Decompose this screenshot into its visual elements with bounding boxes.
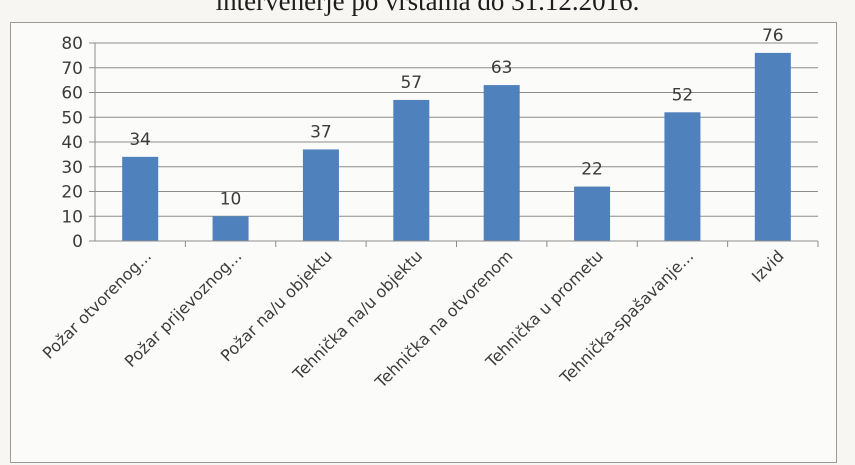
y-tick-label: 80 (61, 34, 83, 54)
y-tick-label: 30 (61, 158, 83, 178)
y-tick-label: 20 (61, 183, 83, 203)
bar (122, 156, 159, 241)
y-tick-label: 50 (61, 108, 83, 128)
bar (574, 186, 611, 241)
axes (89, 42, 819, 247)
data-label: 22 (581, 160, 603, 180)
bar (754, 52, 791, 242)
y-tick-label: 70 (61, 59, 83, 79)
bar (302, 149, 339, 241)
y-tick-label: 10 (61, 207, 83, 227)
data-labels: 34 10 37 57 63 22 52 76 (129, 26, 783, 209)
bar (212, 216, 249, 241)
y-axis-ticks: 0 10 20 30 40 50 60 70 80 (61, 34, 83, 252)
data-label: 76 (762, 26, 784, 46)
category-label: Izvid (748, 246, 788, 286)
data-label: 57 (400, 73, 422, 93)
data-label: 52 (672, 85, 694, 105)
data-label: 10 (220, 189, 242, 209)
category-labels: Požar otvorenog...Požar prijevoznog...Po… (39, 246, 788, 392)
y-tick-label: 60 (61, 84, 83, 104)
data-label: 63 (491, 58, 513, 78)
chart-frame (10, 22, 837, 463)
bar (393, 99, 430, 241)
data-label: 37 (310, 122, 332, 142)
gridlines (95, 42, 818, 217)
document-title: intervenerje po vrstama do 31.12.2016. (215, 0, 640, 16)
data-label: 34 (129, 130, 151, 150)
bar (664, 112, 701, 241)
bars (122, 52, 791, 242)
y-tick-label: 40 (61, 133, 83, 153)
bar (483, 85, 520, 241)
y-tick-label: 0 (72, 232, 83, 252)
